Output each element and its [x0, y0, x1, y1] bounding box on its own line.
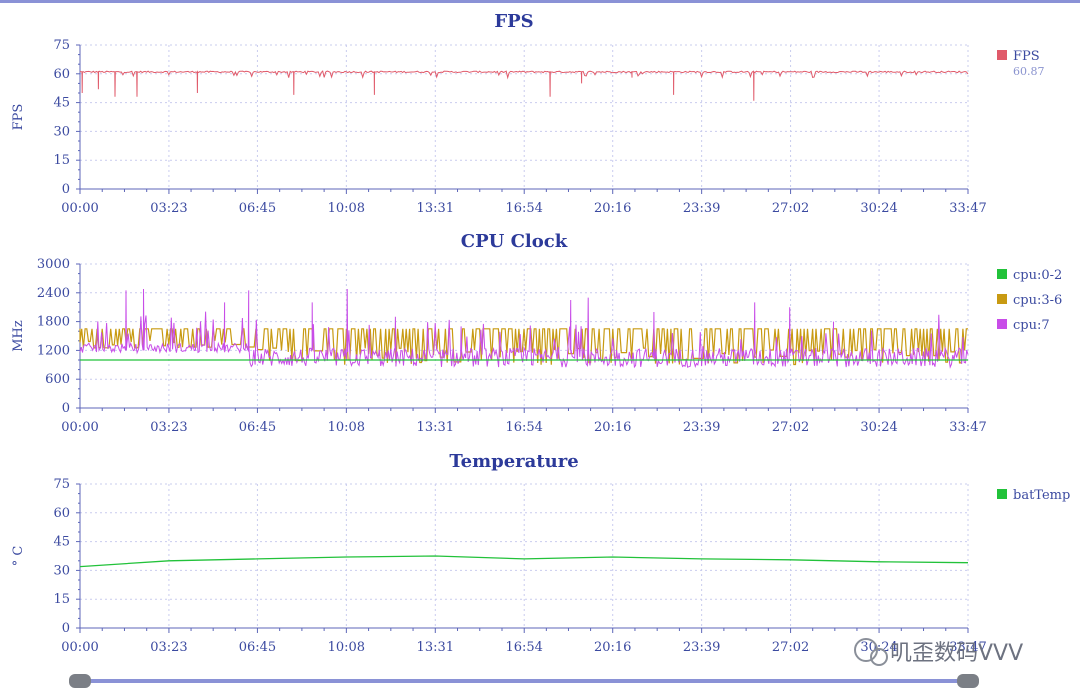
- chart-fps: FPS FPS 0 15 30 45 60 75 00:00 03:23 06:45 10:08 13:…: [11, 11, 1045, 216]
- x-tick-label: 16:54: [505, 420, 542, 435]
- legend-label: cpu:7: [1013, 318, 1050, 333]
- y-axis-title: FPS: [11, 104, 26, 131]
- x-tick-label: 13:31: [417, 201, 454, 216]
- x-tick-label: 06:45: [239, 201, 276, 216]
- chart-title: FPS: [494, 11, 533, 32]
- legend-swatch: [997, 489, 1007, 499]
- y-tick-label: 15: [53, 153, 70, 168]
- x-tick-label: 00:00: [61, 201, 98, 216]
- x-tick-label: 10:08: [328, 420, 365, 435]
- y-tick-label: 60: [53, 506, 70, 521]
- x-tick-label: 20:16: [594, 640, 631, 655]
- x-tick-label: 13:31: [417, 420, 454, 435]
- plot-area: [79, 70, 969, 101]
- watermark: 叽歪数码VVV: [854, 638, 1023, 666]
- y-tick-label: 15: [53, 592, 70, 607]
- y-tick-label: 2400: [37, 286, 70, 301]
- x-tick-label: 23:39: [683, 640, 720, 655]
- battemp-line: [79, 555, 969, 568]
- y-tick-label: 75: [53, 477, 70, 492]
- x-tick-label: 30:24: [860, 640, 897, 655]
- legend-value: 60.87: [1013, 65, 1045, 78]
- x-tick-label: 00:00: [61, 420, 98, 435]
- x-tick-label: 33:47: [949, 201, 986, 216]
- slider-handle-start[interactable]: [69, 674, 91, 688]
- plot-area: [79, 555, 969, 568]
- x-tick-label: 03:23: [150, 201, 187, 216]
- legend-label: cpu:0-2: [1013, 268, 1062, 283]
- x-tick-label: 23:39: [683, 201, 720, 216]
- chart-title: Temperature: [449, 451, 578, 472]
- x-tick-label: 00:00: [61, 640, 98, 655]
- x-tick-label: 27:02: [772, 420, 809, 435]
- y-tick-label: 45: [53, 96, 70, 111]
- cpu-3-6-line: [79, 328, 968, 366]
- y-tick-label: 45: [53, 535, 70, 550]
- x-tick-label: 20:16: [594, 420, 631, 435]
- y-tick-label: 1200: [37, 343, 70, 358]
- watermark-text: 叽歪数码VVV: [890, 641, 1023, 666]
- x-tick-label: 27:02: [772, 640, 809, 655]
- x-tick-label: 20:16: [594, 201, 631, 216]
- x-tick-label: 10:08: [328, 640, 365, 655]
- x-tick-label: 16:54: [505, 640, 542, 655]
- legend-label: FPS: [1013, 49, 1040, 64]
- chart-temperature: Temperature ° C 0 15 30 45 60 75 00:00 03:23 06:45…: [11, 451, 1070, 655]
- chart-title: CPU Clock: [461, 231, 568, 252]
- y-tick-label: 75: [53, 38, 70, 53]
- y-axis-title: ° C: [11, 546, 26, 567]
- y-tick-label: 3000: [37, 257, 70, 272]
- y-tick-label: 0: [62, 401, 70, 416]
- y-tick-label: 0: [62, 182, 70, 197]
- legend-swatch: [997, 50, 1007, 60]
- y-tick-label: 0: [62, 621, 70, 636]
- legend-swatch: [997, 319, 1007, 329]
- y-axis-title: MHz: [11, 320, 26, 352]
- slider-handle-end[interactable]: [957, 674, 979, 688]
- x-tick-label: 03:23: [150, 420, 187, 435]
- fps-line: [79, 70, 969, 101]
- zoom-slider[interactable]: [69, 674, 979, 688]
- plot-area: [79, 288, 969, 369]
- x-tick-label: 06:45: [239, 420, 276, 435]
- wechat-icon-bubble: [870, 648, 888, 666]
- x-tick-label: 33:47: [949, 640, 986, 655]
- x-tick-label: 30:24: [860, 201, 897, 216]
- chart-cpu-clock: CPU Clock MHz 0 600 1200 1800 2400 3000 00:00 03:…: [11, 231, 1062, 435]
- y-tick-label: 1800: [37, 315, 70, 330]
- x-tick-label: 06:45: [239, 640, 276, 655]
- x-tick-label: 13:31: [417, 640, 454, 655]
- x-tick-label: 30:24: [860, 420, 897, 435]
- x-tick-label: 16:54: [505, 201, 542, 216]
- legend-label: cpu:3-6: [1013, 293, 1062, 308]
- x-tick-label: 10:08: [328, 201, 365, 216]
- legend-label: batTemp: [1013, 488, 1070, 503]
- x-tick-label: 33:47: [949, 420, 986, 435]
- legend-swatch: [997, 294, 1007, 304]
- y-tick-label: 30: [53, 124, 70, 139]
- x-tick-label: 03:23: [150, 640, 187, 655]
- y-tick-label: 60: [53, 67, 70, 82]
- y-tick-label: 30: [53, 563, 70, 578]
- x-tick-label: 23:39: [683, 420, 720, 435]
- x-tick-label: 27:02: [772, 201, 809, 216]
- y-tick-label: 600: [45, 372, 70, 387]
- legend-swatch: [997, 269, 1007, 279]
